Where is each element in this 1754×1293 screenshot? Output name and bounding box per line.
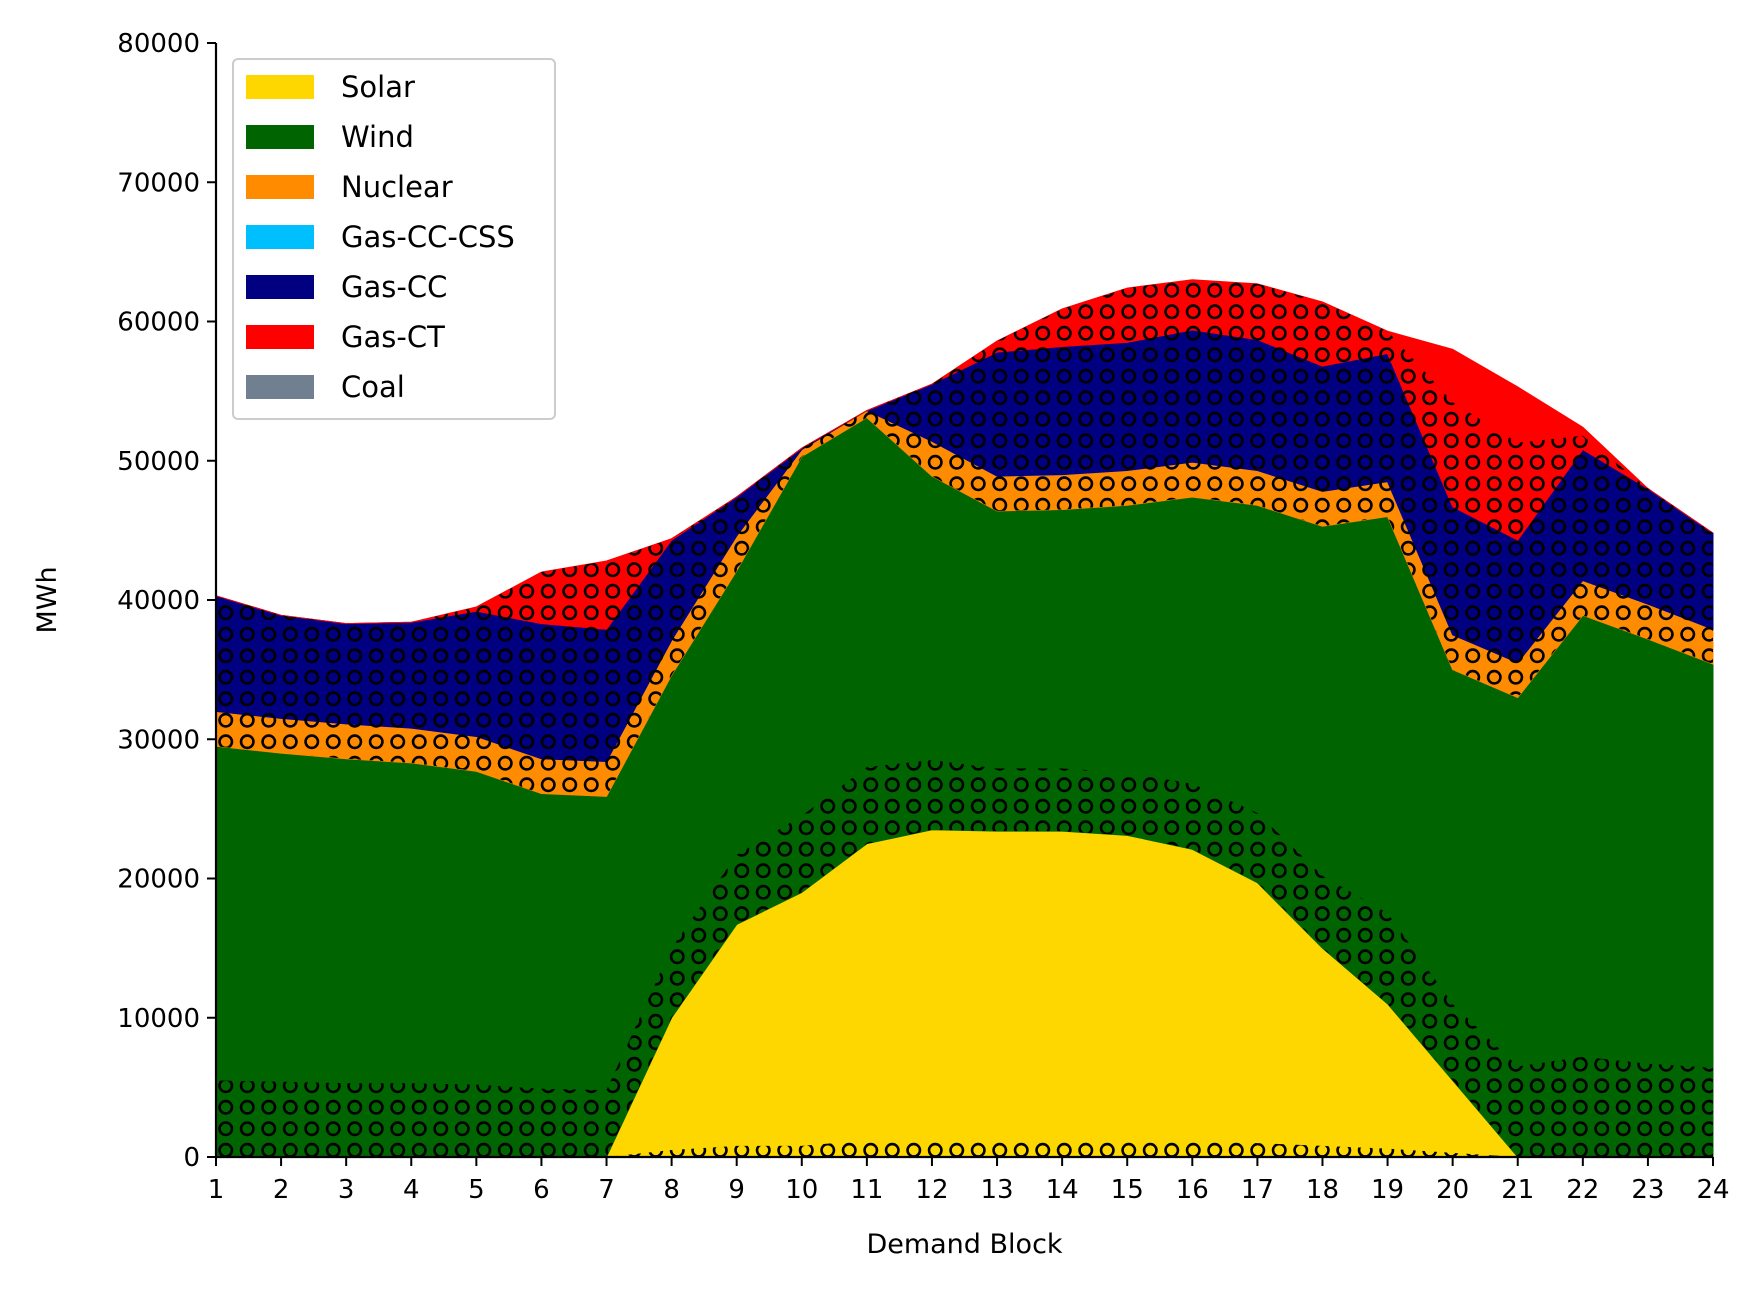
x-tick-label: 6	[533, 1175, 550, 1205]
legend-swatch-gas-ct	[246, 325, 314, 349]
y-tick-label: 50000	[117, 447, 200, 477]
y-tick-label: 20000	[117, 865, 200, 895]
hatch-gas-cc	[216, 329, 1713, 762]
legend-swatch-solar	[246, 75, 314, 99]
x-tick-label: 14	[1046, 1175, 1079, 1205]
x-tick-label: 20	[1436, 1175, 1469, 1205]
legend: Solar Wind Nuclear Gas-CC-CSS Gas-CC Gas-CT Co…	[232, 58, 556, 420]
y-tick-label: 40000	[117, 586, 200, 616]
x-tick-label: 1	[208, 1175, 225, 1205]
y-tick-label: 30000	[117, 725, 200, 755]
x-axis-ticks: 1 2 3 4 5 6 7 8 9 10 11 12 13 14 15 16 17 18 19 20 21 22 23 24	[208, 1157, 1730, 1205]
y-tick-label: 10000	[117, 1004, 200, 1034]
x-tick-label: 23	[1631, 1175, 1664, 1205]
legend-label-gas-cc-css: Gas-CC-CSS	[341, 220, 515, 254]
legend-label-gas-cc: Gas-CC	[341, 270, 447, 304]
x-tick-label: 15	[1111, 1175, 1144, 1205]
y-tick-label: 60000	[117, 308, 200, 338]
axes: 0 10000 20000 30000 40000 50000 60000 70000 8000…	[32, 29, 1730, 1260]
legend-swatch-gas-cc-css	[246, 225, 314, 249]
legend-swatch-wind	[246, 125, 314, 149]
legend-swatch-coal	[246, 375, 314, 399]
x-tick-label: 12	[915, 1175, 948, 1205]
x-tick-label: 11	[850, 1175, 883, 1205]
x-tick-label: 17	[1241, 1175, 1274, 1205]
x-tick-label: 9	[728, 1175, 745, 1205]
x-tick-label: 2	[273, 1175, 290, 1205]
x-tick-label: 16	[1176, 1175, 1209, 1205]
hatch-wind	[216, 760, 1713, 1157]
x-tick-label: 8	[663, 1175, 680, 1205]
x-tick-label: 22	[1566, 1175, 1599, 1205]
x-tick-label: 10	[785, 1175, 818, 1205]
x-tick-label: 5	[468, 1175, 485, 1205]
hatch-solar	[216, 1138, 1713, 1157]
legend-label-wind: Wind	[341, 120, 414, 154]
x-tick-label: 19	[1371, 1175, 1404, 1205]
y-axis-title: MWh	[32, 566, 63, 633]
legend-label-coal: Coal	[341, 370, 405, 404]
x-tick-label: 18	[1306, 1175, 1339, 1205]
hatched-overlay-layer	[216, 279, 1713, 1157]
y-tick-label: 80000	[117, 29, 200, 59]
y-axis-ticks: 0 10000 20000 30000 40000 50000 60000 70000 8000…	[117, 29, 216, 1173]
x-tick-label: 7	[598, 1175, 615, 1205]
x-tick-label: 13	[980, 1175, 1013, 1205]
y-tick-label: 0	[183, 1143, 200, 1173]
x-tick-label: 4	[403, 1175, 420, 1205]
legend-swatch-nuclear	[246, 175, 314, 199]
x-tick-label: 24	[1696, 1175, 1729, 1205]
y-tick-label: 70000	[117, 168, 200, 198]
legend-label-gas-ct: Gas-CT	[341, 320, 445, 354]
x-axis-title: Demand Block	[866, 1229, 1062, 1260]
x-tick-label: 21	[1501, 1175, 1534, 1205]
legend-swatch-gas-cc	[246, 275, 314, 299]
x-tick-label: 3	[338, 1175, 355, 1205]
legend-label-solar: Solar	[341, 70, 415, 104]
hatch-nuclear	[216, 410, 1713, 797]
legend-label-nuclear: Nuclear	[341, 170, 453, 204]
